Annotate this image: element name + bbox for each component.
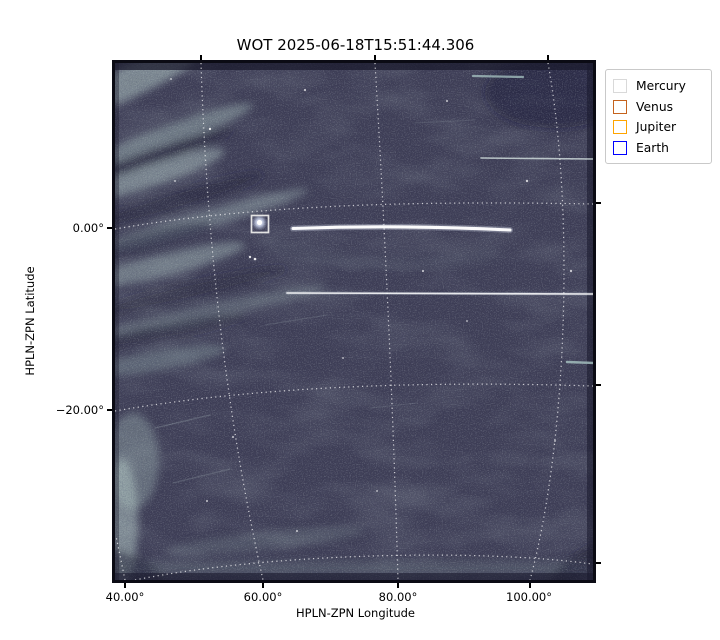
mercury-marker: [250, 214, 270, 234]
y-tick-right: [596, 562, 601, 564]
x-tick-top: [547, 55, 549, 60]
coordinate-grid: [115, 63, 593, 580]
legend-item-mercury: Mercury: [613, 76, 704, 97]
x-tick-label: 40.00°: [105, 590, 145, 604]
legend-item-jupiter: Jupiter: [613, 117, 704, 138]
y-tick: [107, 409, 112, 411]
earth-swatch-icon: [613, 140, 627, 155]
legend-label: Mercury: [636, 79, 686, 94]
legend-item-earth: Earth: [613, 138, 704, 159]
x-tick-label: 60.00°: [243, 590, 283, 604]
x-tick-label: 100.00°: [506, 590, 552, 604]
y-tick-right: [596, 202, 601, 204]
x-tick-top: [374, 55, 376, 60]
sky-image: [115, 63, 593, 580]
venus-swatch-icon: [613, 99, 627, 114]
thin-streak: [285, 291, 593, 296]
bright-streak: [290, 223, 513, 233]
y-tick-right: [596, 384, 601, 386]
x-tick-label: 80.00°: [378, 590, 418, 604]
y-tick: [107, 227, 112, 229]
plot-area: [112, 60, 596, 583]
mercury-swatch-icon: [613, 79, 627, 94]
jupiter-swatch-icon: [613, 120, 627, 135]
x-tick: [124, 583, 126, 588]
y-tick-label: 0.00°: [72, 221, 104, 235]
legend-label: Earth: [636, 140, 669, 155]
x-tick: [529, 583, 531, 588]
legend-item-venus: Venus: [613, 97, 704, 118]
legend-label: Jupiter: [636, 120, 677, 135]
x-tick: [397, 583, 399, 588]
legend-label: Venus: [636, 99, 674, 114]
y-tick-label: −20.00°: [55, 403, 104, 417]
legend: Mercury Venus Jupiter Earth: [605, 69, 712, 164]
x-tick: [262, 583, 264, 588]
x-axis-label: HPLN-ZPN Longitude: [295, 606, 415, 620]
plot-title: WOT 2025-06-18T15:51:44.306: [236, 36, 475, 54]
y-axis-label: HPLN-ZPN Latitude: [23, 266, 37, 376]
x-tick-top: [200, 55, 202, 60]
stars: [170, 78, 573, 533]
